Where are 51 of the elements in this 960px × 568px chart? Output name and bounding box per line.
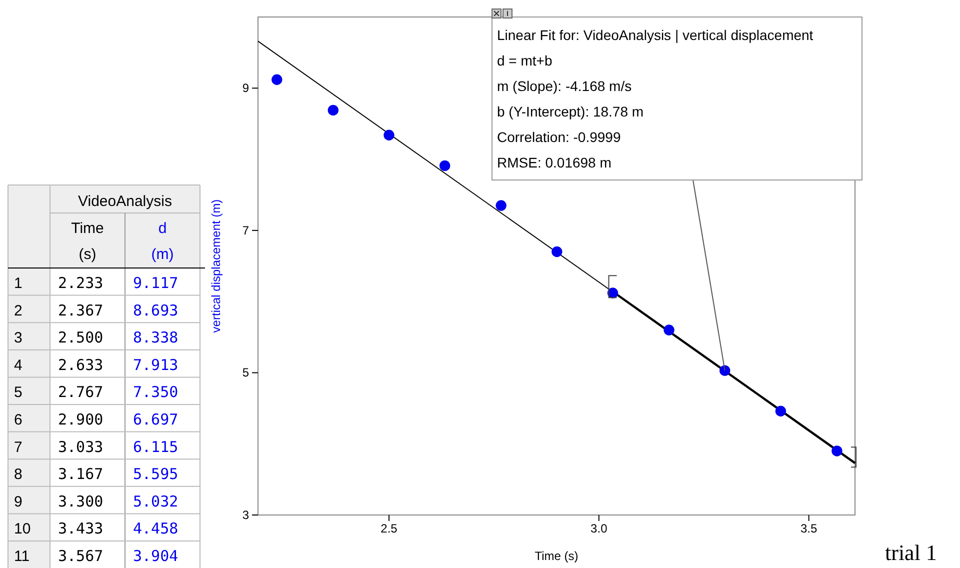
text: trial 1	[885, 540, 937, 565]
annotation: Linear Fit for: VideoAnalysis | vertical displacement	[497, 27, 814, 43]
data-label: 7.913	[133, 356, 178, 374]
y-tick-label: 11	[14, 548, 30, 565]
data-label: 3.904	[133, 547, 178, 565]
y-tick-label: 7	[14, 438, 22, 456]
data-label: 2.900	[58, 410, 104, 428]
annotation: b (Y-Intercept): 18.78 m	[497, 104, 644, 120]
data-label: 3.300	[58, 492, 104, 510]
data-label: 8.693	[133, 301, 178, 320]
data-label: 6.115	[133, 438, 178, 456]
data-label: 2.367	[58, 301, 104, 320]
data-label: 8.338	[133, 328, 178, 347]
data-label: 7.350	[133, 383, 178, 402]
y-tick-label: 1	[14, 275, 22, 292]
y-tick-label: 4	[14, 356, 22, 374]
annotation: m (Slope): -4.168 m/s	[497, 78, 632, 94]
data-label: 5.032	[133, 492, 178, 510]
data-label: 6.697	[133, 410, 178, 428]
y-tick-label: 7	[242, 223, 250, 238]
x-tick-label: 2.5	[380, 522, 398, 536]
y-tick-label: 8	[14, 466, 22, 484]
y-tick-label: 3	[14, 330, 22, 347]
y-tick-label: 9	[14, 493, 22, 510]
data-label: 2.767	[58, 383, 104, 402]
annotation: d = mt+b	[497, 52, 552, 68]
data-label: 3.433	[58, 520, 104, 538]
data-label: 5.595	[133, 465, 178, 484]
data-label: 3.567	[58, 547, 104, 565]
data-label: 4.458	[133, 520, 178, 538]
data-label: 3.033	[58, 438, 104, 456]
y-tick-label: 9	[242, 80, 250, 95]
x-tick-label: 3.0	[590, 522, 608, 536]
y-tick-label: 6	[14, 412, 22, 428]
annotation: RMSE: 0.01698 m	[497, 154, 612, 170]
data-label: 2.500	[58, 328, 104, 347]
y-tick-label: 2	[14, 302, 22, 320]
chart-title: VideoAnalysis	[78, 193, 172, 210]
y-tick-label: 10	[14, 520, 31, 538]
x-tick-label: d (m)	[151, 220, 174, 263]
x-axis-title: Time (s)	[534, 549, 578, 563]
data-label: 2.233	[58, 274, 104, 292]
data-label: 3.167	[58, 465, 104, 484]
y-tick-label: 5	[14, 384, 22, 402]
y-axis-title: vertical displacement (m)	[209, 199, 223, 333]
x-tick-label: 3.5	[800, 522, 818, 536]
annotation: Correlation: -0.9999	[497, 129, 621, 145]
y-tick-label: 5	[242, 366, 250, 380]
data-label: 2.633	[58, 356, 104, 374]
data-label: 9.117	[133, 274, 178, 292]
y-tick-label: 3	[242, 508, 250, 522]
